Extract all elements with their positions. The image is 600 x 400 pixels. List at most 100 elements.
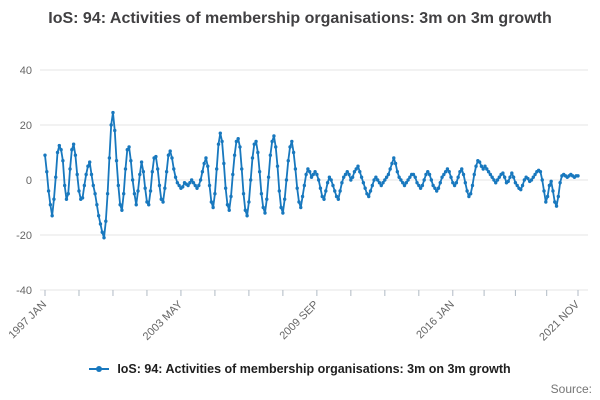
data-point [275,164,280,168]
data-point [114,159,119,163]
data-point [549,179,553,184]
data-point [88,160,92,164]
data-point [266,175,271,179]
data-point [211,205,215,210]
data-point [240,167,244,171]
data-point [447,170,451,174]
data-point [209,200,214,204]
data-point [248,178,253,182]
data-point [173,175,178,179]
data-point [352,170,357,174]
data-point [370,183,375,188]
data-point [54,175,58,179]
data-point [458,170,462,174]
data-point [331,183,335,188]
y-axis-tick-label: 0 [26,175,32,187]
data-point [236,137,240,141]
data-point [395,170,400,174]
data-point [306,167,310,171]
data-point [172,167,176,171]
data-point [216,142,221,146]
data-point [52,197,56,201]
data-point [417,183,421,188]
data-point [526,176,530,181]
data-point [204,156,208,160]
data-point [361,181,366,185]
data-point [452,183,457,188]
data-point [193,183,197,188]
data-point [426,170,430,174]
data-point [404,181,408,185]
data-point [343,172,348,177]
data-point [440,175,444,179]
data-point [104,219,108,223]
data-point [274,145,278,149]
data-point [544,200,548,204]
data-point [488,172,493,177]
data-point [424,172,428,177]
data-point [163,186,167,190]
data-point [295,186,299,190]
legend-series-label: IoS: 94: Activities of membership organi… [117,362,511,376]
data-point [282,197,287,201]
data-point [449,175,453,179]
data-point [463,181,468,185]
data-point [168,149,172,153]
data-point [506,179,510,184]
data-point [122,192,126,196]
data-point [181,185,185,189]
data-point [443,170,448,174]
data-point [347,172,351,177]
x-axis-tick-label: 2021 NOV [537,298,582,343]
data-point [284,178,289,182]
data-point [175,181,180,185]
data-point [483,164,487,168]
data-point [188,181,192,185]
data-point [461,172,466,177]
y-axis-tick-label: -20 [16,230,32,242]
data-point [386,172,391,177]
data-point [442,172,446,177]
data-point [529,178,534,182]
data-point [272,134,276,138]
data-point [297,200,301,204]
data-point [293,167,298,171]
data-point [177,183,181,188]
data-point [513,181,518,185]
data-point [490,175,494,179]
data-point [358,170,362,174]
data-point [433,186,437,190]
x-axis-tick-label: 2016 JAN [414,299,457,342]
data-point [556,194,561,199]
data-point [113,128,117,133]
data-point [191,181,196,185]
data-point [202,161,206,166]
data-point [497,175,501,179]
data-point [231,172,235,177]
data-point [299,205,303,210]
data-point [320,194,324,199]
data-point [139,160,144,164]
data-point [341,175,346,179]
data-point [147,203,151,207]
data-point [148,189,153,193]
data-point [129,159,133,163]
data-point [150,170,155,174]
data-point [313,170,317,174]
data-point [401,181,405,185]
data-point [82,183,87,188]
data-point [132,192,137,196]
data-point [402,183,407,188]
data-point [50,214,54,218]
y-axis-tick-label: -40 [16,285,32,297]
data-point [374,175,378,179]
data-point [136,189,140,193]
data-point [383,178,387,182]
data-point [286,159,290,163]
data-point [243,208,248,212]
data-point [91,183,95,188]
data-point [510,171,514,175]
data-point [197,183,201,188]
data-point [252,142,256,146]
data-point [554,204,559,208]
